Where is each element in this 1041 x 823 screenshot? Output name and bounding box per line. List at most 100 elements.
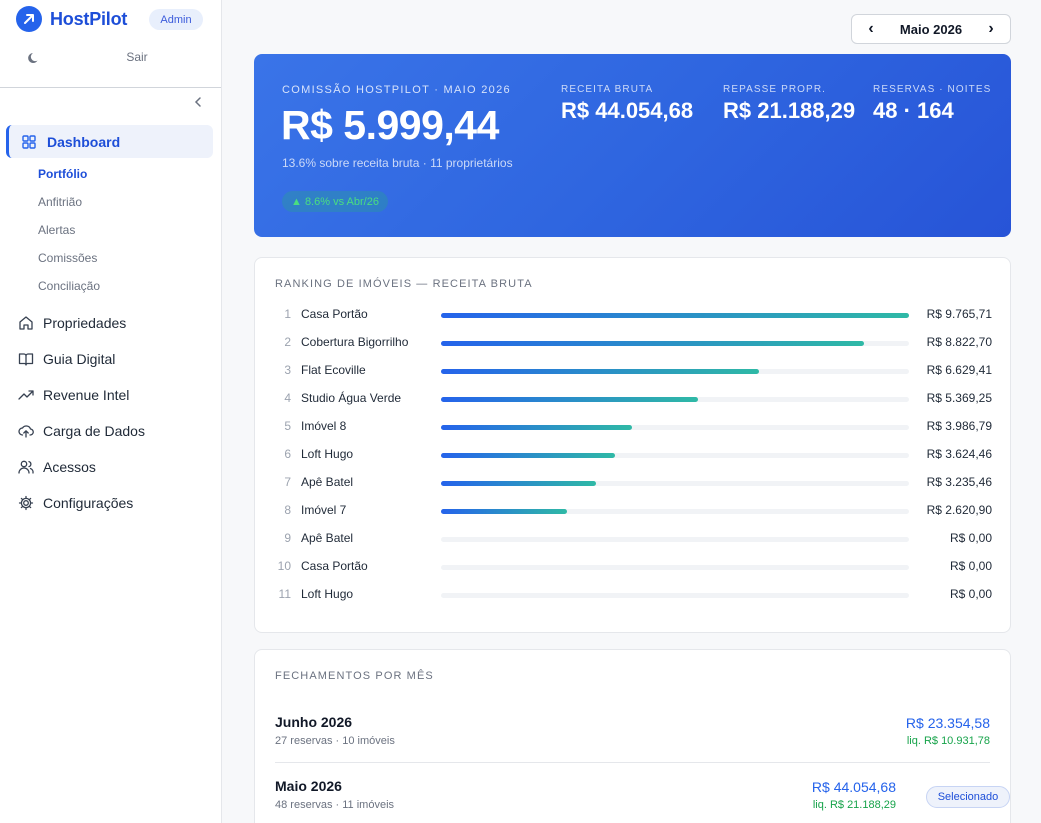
ranking-value: R$ 3.235,46 xyxy=(926,475,992,489)
gear-icon xyxy=(18,495,34,511)
ranking-row[interactable]: 6 Loft Hugo R$ 3.624,46 xyxy=(255,445,1012,465)
sidebar: HostPilot Admin Sair Dashboard Portfólio… xyxy=(0,0,222,823)
kpi-value: R$ 44.054,68 xyxy=(561,98,694,123)
ranking-bar-track xyxy=(441,537,909,542)
sidebar-subitem-conciliacao[interactable]: Conciliação xyxy=(38,279,101,293)
ranking-row[interactable]: 10 Casa Portão R$ 0,00 xyxy=(255,557,1012,577)
kpi-label: REPASSE PROPR. xyxy=(723,84,827,95)
closings-title: FECHAMENTOS POR MÊS xyxy=(275,670,434,682)
sidebar-subitem-anfitriao[interactable]: Anfitrião xyxy=(38,195,83,209)
closing-total: R$ 44.054,68 xyxy=(811,779,896,795)
next-month-button[interactable]: › xyxy=(988,20,994,37)
logout-button[interactable]: Sair xyxy=(126,50,148,64)
closings-card: FECHAMENTOS POR MÊS Junho 2026 27 reserv… xyxy=(254,649,1011,823)
ranking-row[interactable]: 3 Flat Ecoville R$ 6.629,41 xyxy=(255,361,1012,381)
trend-badge: ▲ 8.6% vs Abr/26 xyxy=(282,191,388,212)
sidebar-item-acessos[interactable]: Acessos xyxy=(18,458,96,476)
ranking-value: R$ 0,00 xyxy=(949,531,992,545)
closing-row-selected[interactable]: Maio 2026 48 reservas · 11 imóveis R$ 44… xyxy=(275,778,1010,814)
ranking-row[interactable]: 5 Imóvel 8 R$ 3.986,79 xyxy=(255,417,1012,437)
ranking-row[interactable]: 9 Apê Batel R$ 0,00 xyxy=(255,529,1012,549)
ranking-row[interactable]: 7 Apê Batel R$ 3.235,46 xyxy=(255,473,1012,493)
kpi-value: R$ 21.188,29 xyxy=(723,98,856,123)
sidebar-item-revenue-intel[interactable]: Revenue Intel xyxy=(18,386,129,404)
ranking-property-name: Apê Batel xyxy=(301,475,354,489)
ranking-row[interactable]: 2 Cobertura Bigorrilho R$ 8.822,70 xyxy=(255,333,1012,353)
sidebar-item-propriedades[interactable]: Propriedades xyxy=(18,314,126,332)
ranking-position: 2 xyxy=(284,335,291,349)
sidebar-item-label: Carga de Dados xyxy=(43,423,145,439)
ranking-row[interactable]: 11 Loft Hugo R$ 0,00 xyxy=(255,585,1012,605)
ranking-position: 3 xyxy=(284,363,291,377)
sidebar-item-label: Guia Digital xyxy=(43,351,116,367)
sidebar-item-label: Revenue Intel xyxy=(43,387,130,403)
sidebar-subitem-alertas[interactable]: Alertas xyxy=(38,223,76,237)
commission-hero-card: COMISSÃO HOSTPILOT · MAIO 2026 R$ 5.999,… xyxy=(254,54,1011,237)
closing-divider xyxy=(275,762,990,763)
book-icon xyxy=(18,353,34,366)
ranking-bar-track xyxy=(441,425,909,430)
trend-icon xyxy=(18,390,34,400)
closing-month: Maio 2026 xyxy=(275,778,342,794)
ranking-bar-track xyxy=(441,565,909,570)
ranking-bar-track xyxy=(441,313,909,318)
ranking-position: 10 xyxy=(277,559,291,573)
ranking-bar xyxy=(441,397,699,402)
arrow-up-right-icon xyxy=(16,6,42,32)
sidebar-item-label: Acessos xyxy=(43,459,96,475)
sidebar-item-dashboard[interactable]: Dashboard xyxy=(6,125,213,158)
ranking-property-name: Cobertura Bigorrilho xyxy=(301,335,409,349)
ranking-position: 5 xyxy=(284,419,291,433)
kpi-label: RESERVAS · NOITES xyxy=(873,84,992,95)
ranking-row[interactable]: 1 Casa Portão R$ 9.765,71 xyxy=(255,305,1012,325)
sidebar-item-carga-de-dados[interactable]: Carga de Dados xyxy=(18,422,145,440)
users-icon xyxy=(18,460,34,474)
ranking-property-name: Imóvel 7 xyxy=(301,503,347,517)
closing-month: Junho 2026 xyxy=(275,714,353,730)
sidebar-item-configuracoes[interactable]: Configurações xyxy=(18,494,133,512)
ranking-value: R$ 3.986,79 xyxy=(926,419,992,433)
selected-badge: Selecionado xyxy=(926,786,1010,808)
ranking-bar-track xyxy=(441,481,909,486)
ranking-value: R$ 0,00 xyxy=(949,559,992,573)
ranking-value: R$ 0,00 xyxy=(949,587,992,601)
sidebar-divider xyxy=(0,87,221,88)
closing-row[interactable]: Junho 2026 27 reservas · 10 imóveis R$ 2… xyxy=(275,714,990,750)
ranking-value: R$ 2.620,90 xyxy=(926,503,992,517)
ranking-position: 1 xyxy=(284,307,291,321)
sidebar-subitem-portfolio[interactable]: Portfólio xyxy=(38,167,88,181)
sidebar-item-label: Propriedades xyxy=(43,315,127,331)
ranking-value: R$ 8.822,70 xyxy=(926,335,992,349)
brand[interactable]: HostPilot xyxy=(16,6,127,32)
kpi-value: 48 · 164 xyxy=(873,98,954,123)
brand-name: HostPilot xyxy=(50,8,128,29)
sidebar-subitem-comissoes[interactable]: Comissões xyxy=(38,251,98,265)
commission-value: R$ 5.999,44 xyxy=(281,102,499,148)
ranking-property-name: Loft Hugo xyxy=(301,447,354,461)
ranking-card: RANKING DE IMÓVEIS — RECEITA BRUTA 1 Casa… xyxy=(254,257,1011,633)
closing-meta: 27 reservas · 10 imóveis xyxy=(275,735,395,747)
ranking-bar xyxy=(441,341,864,346)
cloud-upload-icon xyxy=(18,425,34,438)
sidebar-item-label: Dashboard xyxy=(47,133,121,150)
commission-subtitle: 13.6% sobre receita bruta · 11 proprietá… xyxy=(282,156,513,170)
ranking-bar-track xyxy=(441,453,909,458)
ranking-property-name: Imóvel 8 xyxy=(301,419,347,433)
ranking-property-name: Studio Água Verde xyxy=(301,391,402,405)
ranking-bar xyxy=(441,453,615,458)
moon-icon[interactable] xyxy=(27,51,41,65)
prev-month-button[interactable]: ‹ xyxy=(868,20,874,37)
kpi-reservas-noites: RESERVAS · NOITES 48 · 164 xyxy=(873,84,991,124)
ranking-property-name: Casa Portão xyxy=(301,307,368,321)
chevron-left-icon[interactable] xyxy=(192,96,204,108)
month-label: Maio 2026 xyxy=(899,21,963,37)
sidebar-item-guia-digital[interactable]: Guia Digital xyxy=(18,350,115,368)
ranking-row[interactable]: 4 Studio Água Verde R$ 5.369,25 xyxy=(255,389,1012,409)
ranking-position: 4 xyxy=(284,391,291,405)
ranking-property-name: Casa Portão xyxy=(301,559,368,573)
closing-total: R$ 23.354,58 xyxy=(905,715,990,731)
sidebar-item-label: Configurações xyxy=(43,495,134,511)
ranking-property-name: Apê Batel xyxy=(301,531,354,545)
ranking-bar xyxy=(441,313,909,318)
ranking-row[interactable]: 8 Imóvel 7 R$ 2.620,90 xyxy=(255,501,1012,521)
